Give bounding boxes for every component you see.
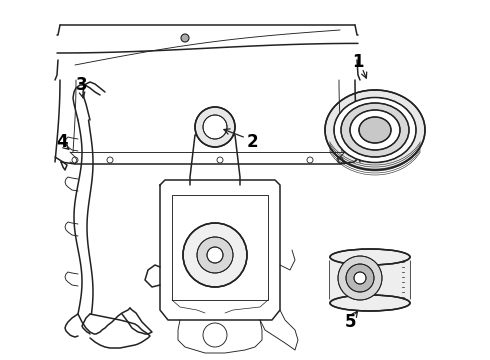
Text: 3: 3 bbox=[76, 76, 88, 94]
Text: 1: 1 bbox=[352, 53, 364, 71]
Circle shape bbox=[354, 272, 366, 284]
Text: 2: 2 bbox=[246, 133, 258, 151]
Circle shape bbox=[197, 237, 233, 273]
Ellipse shape bbox=[330, 295, 410, 311]
Ellipse shape bbox=[334, 98, 416, 162]
Circle shape bbox=[346, 264, 374, 292]
Circle shape bbox=[203, 115, 227, 139]
Ellipse shape bbox=[359, 117, 391, 143]
Ellipse shape bbox=[325, 90, 425, 170]
Circle shape bbox=[195, 107, 235, 147]
Ellipse shape bbox=[350, 110, 400, 150]
Circle shape bbox=[338, 256, 382, 300]
Bar bbox=[330, 257, 410, 303]
Text: 4: 4 bbox=[56, 133, 68, 151]
Circle shape bbox=[183, 223, 247, 287]
Circle shape bbox=[181, 34, 189, 42]
Text: 5: 5 bbox=[344, 313, 356, 331]
Ellipse shape bbox=[330, 249, 410, 265]
Circle shape bbox=[207, 247, 223, 263]
Ellipse shape bbox=[341, 103, 409, 157]
